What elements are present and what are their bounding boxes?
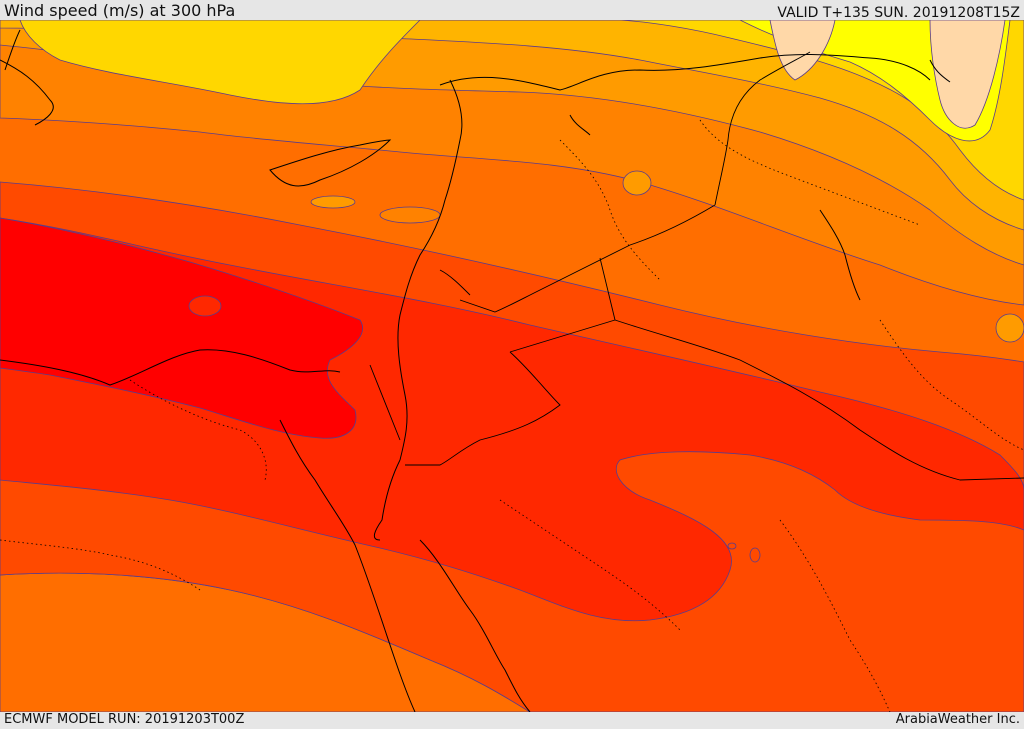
- band-core: [0, 217, 363, 439]
- coastlines: [0, 29, 951, 712]
- blob-orange-4: [995, 313, 1024, 343]
- band-light-east: [929, 20, 1006, 129]
- admin-borders: [0, 119, 1024, 712]
- valid-time-label: VALID T+135 SUN. 20191208T15Z: [777, 5, 1020, 21]
- blob-orange-1: [310, 195, 356, 209]
- footer-bar: ECMWF MODEL RUN: 20191203T00Z ArabiaWeat…: [0, 712, 1024, 729]
- map-canvas: [0, 20, 1024, 712]
- borders: [369, 51, 1024, 481]
- model-run-label: ECMWF MODEL RUN: 20191203T00Z: [4, 712, 245, 727]
- blob-red-1: [749, 547, 761, 563]
- credit-label: ArabiaWeather Inc.: [895, 712, 1020, 727]
- core-cell: [188, 295, 222, 317]
- blob-orange-3: [622, 170, 652, 196]
- band-gold-west: [19, 20, 421, 105]
- blob-orange-2: [379, 206, 441, 224]
- map-title: Wind speed (m/s) at 300 hPa: [4, 1, 236, 20]
- title-bar: Wind speed (m/s) at 300 hPa VALID T+135 …: [0, 0, 1024, 20]
- wind-speed-map[interactable]: [0, 20, 1024, 712]
- blob-red-2: [727, 542, 737, 550]
